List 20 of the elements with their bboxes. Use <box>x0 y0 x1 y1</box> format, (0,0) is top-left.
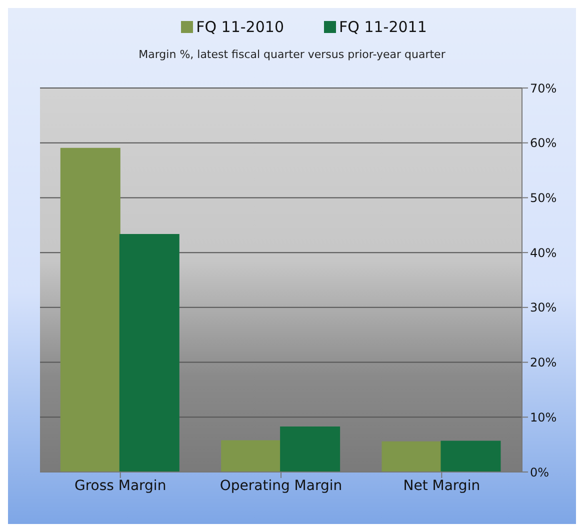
x-tick-label: Operating Margin <box>220 478 342 494</box>
y-tick-label: 0% <box>530 465 550 480</box>
y-tick-label: 40% <box>530 246 557 260</box>
y-tick-label: 50% <box>530 190 557 205</box>
bar <box>280 426 340 472</box>
y-tick-label: 30% <box>530 300 557 315</box>
legend-label: FQ 11-2011 <box>339 18 427 36</box>
y-tick-label: 10% <box>530 410 557 424</box>
bar <box>60 148 120 472</box>
y-tick-label: 20% <box>530 356 557 370</box>
y-tick-label: 70% <box>530 81 557 96</box>
bar <box>221 440 282 472</box>
bar <box>440 440 501 472</box>
y-tick-label: 60% <box>530 136 557 150</box>
chart-subtitle: Margin %, latest fiscal quarter versus prior-year quarter <box>138 48 446 61</box>
bar <box>119 234 180 472</box>
x-tick-label: Gross Margin <box>74 478 166 494</box>
bar <box>382 441 442 472</box>
legend-label: FQ 11-2010 <box>196 18 284 36</box>
x-tick-label: Net Margin <box>403 478 480 494</box>
